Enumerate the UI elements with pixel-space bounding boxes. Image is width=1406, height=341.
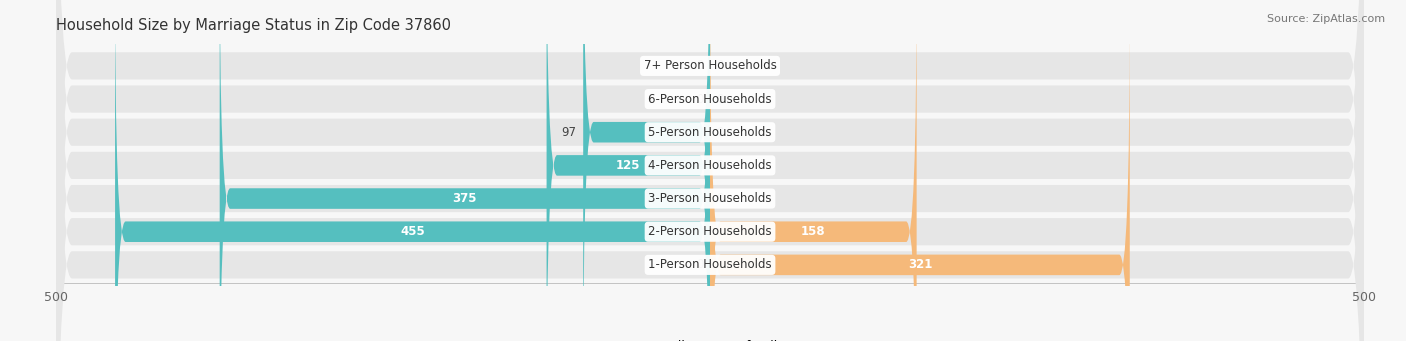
FancyBboxPatch shape: [56, 0, 1364, 341]
Text: 375: 375: [453, 192, 477, 205]
Text: 0: 0: [717, 159, 724, 172]
FancyBboxPatch shape: [115, 0, 710, 341]
FancyBboxPatch shape: [547, 0, 710, 341]
Text: 4-Person Households: 4-Person Households: [648, 159, 772, 172]
Text: 455: 455: [401, 225, 425, 238]
Text: 1-Person Households: 1-Person Households: [648, 258, 772, 271]
FancyBboxPatch shape: [56, 0, 1364, 341]
Text: 0: 0: [717, 59, 724, 72]
Text: 0: 0: [717, 92, 724, 106]
Text: 321: 321: [908, 258, 932, 271]
Text: 2-Person Households: 2-Person Households: [648, 225, 772, 238]
FancyBboxPatch shape: [56, 0, 1364, 341]
FancyBboxPatch shape: [583, 0, 710, 341]
Text: 0: 0: [717, 192, 724, 205]
FancyBboxPatch shape: [56, 0, 1364, 341]
FancyBboxPatch shape: [56, 0, 1364, 341]
Legend: Family, Nonfamily: Family, Nonfamily: [630, 335, 790, 341]
FancyBboxPatch shape: [710, 10, 1130, 341]
Text: 0: 0: [717, 126, 724, 139]
Text: 0: 0: [696, 258, 703, 271]
FancyBboxPatch shape: [219, 0, 710, 341]
Text: 3-Person Households: 3-Person Households: [648, 192, 772, 205]
Text: Source: ZipAtlas.com: Source: ZipAtlas.com: [1267, 14, 1385, 24]
FancyBboxPatch shape: [710, 0, 917, 341]
Text: 5-Person Households: 5-Person Households: [648, 126, 772, 139]
Text: 158: 158: [801, 225, 825, 238]
Text: 6-Person Households: 6-Person Households: [648, 92, 772, 106]
Text: 0: 0: [696, 59, 703, 72]
Text: Household Size by Marriage Status in Zip Code 37860: Household Size by Marriage Status in Zip…: [56, 18, 451, 33]
FancyBboxPatch shape: [56, 0, 1364, 341]
Text: 97: 97: [561, 126, 576, 139]
Text: 0: 0: [696, 92, 703, 106]
Text: 7+ Person Households: 7+ Person Households: [644, 59, 776, 72]
Text: 125: 125: [616, 159, 641, 172]
FancyBboxPatch shape: [56, 0, 1364, 341]
